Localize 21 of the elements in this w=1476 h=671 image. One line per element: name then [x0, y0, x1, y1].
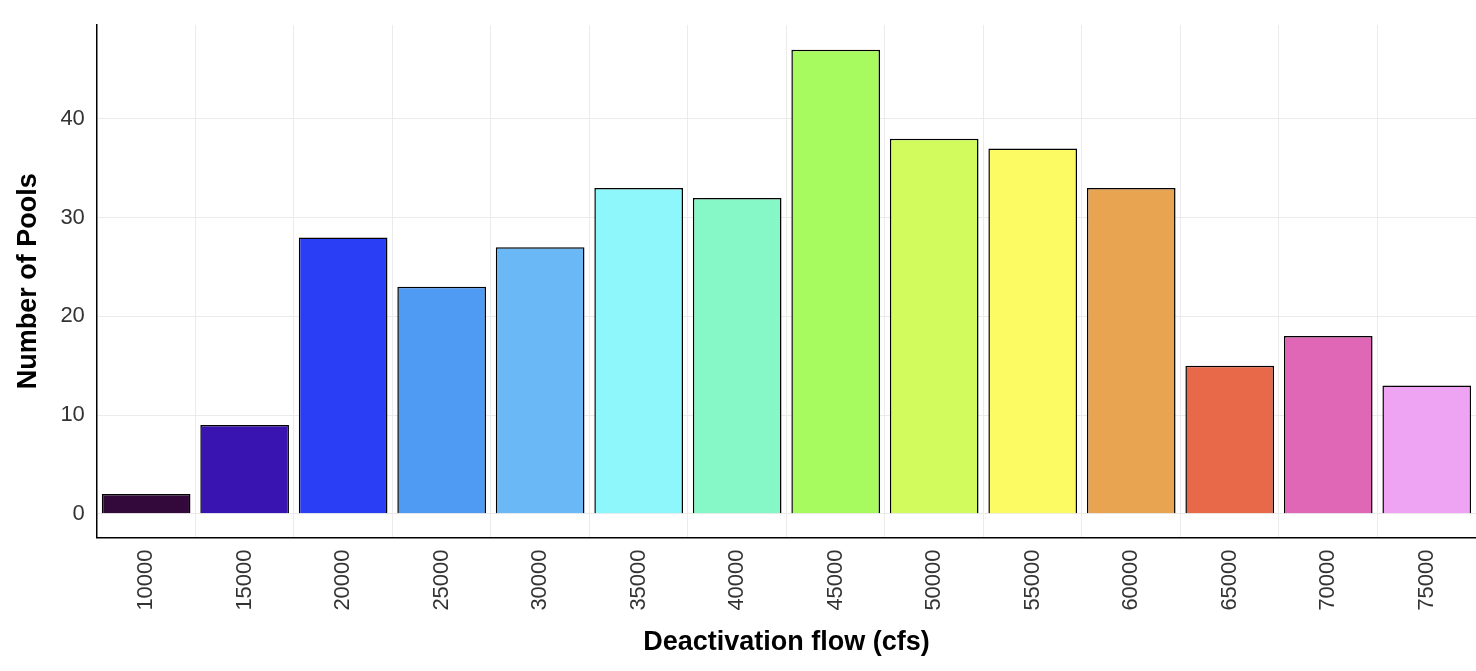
x-tick-label: 70000: [1314, 549, 1340, 611]
x-tick-label: 30000: [526, 549, 552, 611]
y-axis-title: Number of Pools: [11, 173, 42, 390]
x-axis-title: Deactivation flow (cfs): [643, 626, 930, 657]
x-tick-label: 65000: [1215, 549, 1241, 611]
x-tick-label: 45000: [821, 549, 847, 611]
y-tick-label: 10: [60, 401, 85, 427]
x-tick-label: 55000: [1018, 549, 1044, 611]
y-tick-label: 30: [60, 203, 85, 229]
x-tick-label: 20000: [329, 549, 355, 611]
y-tick-label: 0: [72, 499, 85, 525]
y-tick-label: 40: [60, 105, 85, 131]
x-tick-label: 75000: [1412, 549, 1438, 611]
x-tick-label: 10000: [132, 549, 158, 611]
x-tick-label: 60000: [1117, 549, 1143, 611]
x-tick-label: 25000: [427, 549, 453, 611]
x-tick-label: 50000: [920, 549, 946, 611]
y-tick-label: 20: [60, 302, 85, 328]
x-tick-label: 15000: [230, 549, 256, 611]
x-tick-label: 40000: [723, 549, 749, 611]
x-tick-label: 35000: [624, 549, 650, 611]
